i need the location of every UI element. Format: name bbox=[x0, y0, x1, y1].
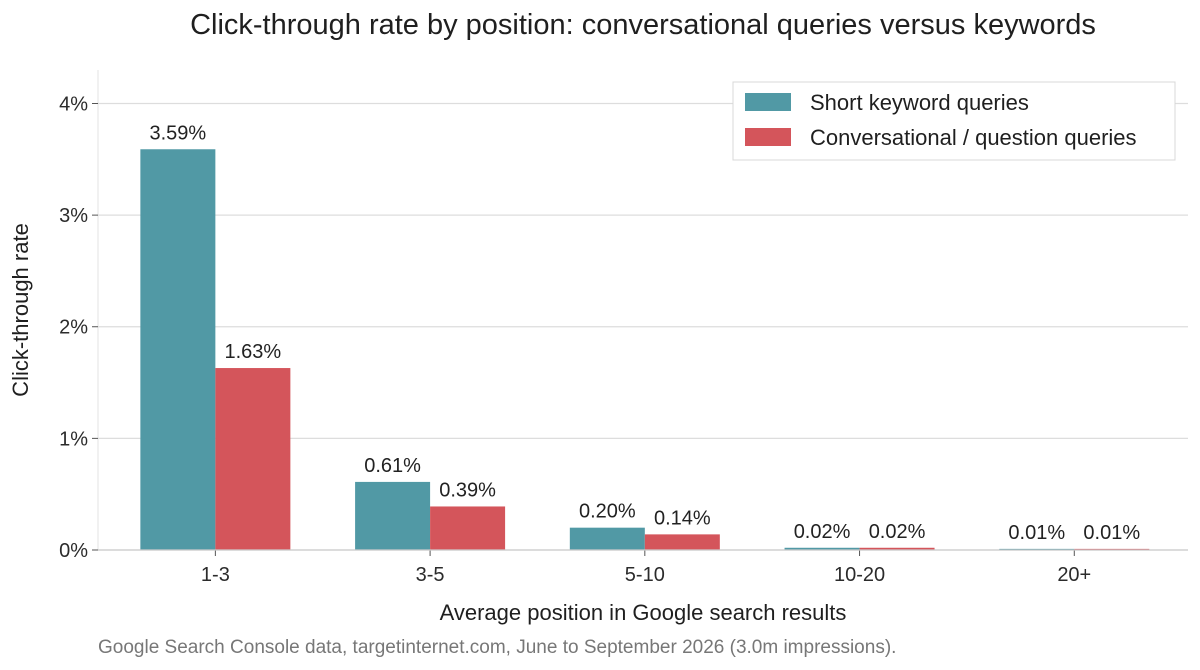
y-axis-label: Click-through rate bbox=[8, 223, 33, 397]
y-axis-ticks: 0% 1% 2% 3% 4% bbox=[59, 93, 98, 562]
legend: Short keyword queries Conversational / q… bbox=[732, 81, 1176, 161]
legend-box bbox=[732, 81, 1176, 161]
data-label: 0.61% bbox=[364, 455, 421, 477]
x-tick-label: 5-10 bbox=[625, 564, 665, 586]
x-tick-label: 10-20 bbox=[834, 564, 885, 586]
bar-series1-10-20 bbox=[859, 547, 935, 550]
bars: 3.59% 1.63% 0.61% 0.39% 0.20% 0.14% 0.02% 0.02%… bbox=[140, 122, 1150, 551]
data-label: 0.14% bbox=[654, 507, 711, 529]
data-label: 0.02% bbox=[794, 521, 851, 543]
data-label: 0.02% bbox=[869, 521, 926, 543]
legend-swatch-short-keyword bbox=[745, 93, 791, 111]
bar-series0-5-10 bbox=[569, 527, 645, 550]
chart-title: Click-through rate by position: conversa… bbox=[190, 9, 1096, 41]
x-tick-label: 3-5 bbox=[416, 564, 445, 586]
legend-label-short-keyword: Short keyword queries bbox=[810, 90, 1029, 115]
data-label: 0.01% bbox=[1008, 522, 1065, 544]
bar-series1-3-5 bbox=[430, 506, 506, 550]
x-axis-label: Average position in Google search result… bbox=[440, 600, 847, 625]
legend-label-conversational: Conversational / question queries bbox=[810, 125, 1137, 150]
legend-swatch-conversational bbox=[745, 128, 791, 146]
y-tick-label: 4% bbox=[59, 93, 88, 115]
data-label: 0.20% bbox=[579, 501, 636, 523]
data-label: 0.01% bbox=[1083, 522, 1140, 544]
x-tick-label: 1-3 bbox=[201, 564, 230, 586]
y-tick-label: 3% bbox=[59, 205, 88, 227]
x-tick-label: 20+ bbox=[1057, 564, 1091, 586]
data-label: 1.63% bbox=[225, 341, 282, 363]
bar-series1-5-10 bbox=[644, 534, 720, 550]
x-axis-ticks: 1-3 3-5 5-10 10-20 20+ bbox=[98, 549, 1188, 586]
y-tick-label: 1% bbox=[59, 428, 88, 450]
bar-series0-10-20 bbox=[784, 547, 860, 550]
source-note: Google Search Console data, targetintern… bbox=[98, 637, 896, 658]
bar-series0-3-5 bbox=[355, 481, 431, 550]
y-tick-label: 2% bbox=[59, 317, 88, 339]
y-tick-label: 0% bbox=[59, 540, 88, 562]
bar-series1-1-3 bbox=[215, 368, 291, 550]
bar-series0-1-3 bbox=[140, 149, 216, 551]
data-label: 0.39% bbox=[439, 479, 496, 501]
data-label: 3.59% bbox=[150, 122, 207, 144]
